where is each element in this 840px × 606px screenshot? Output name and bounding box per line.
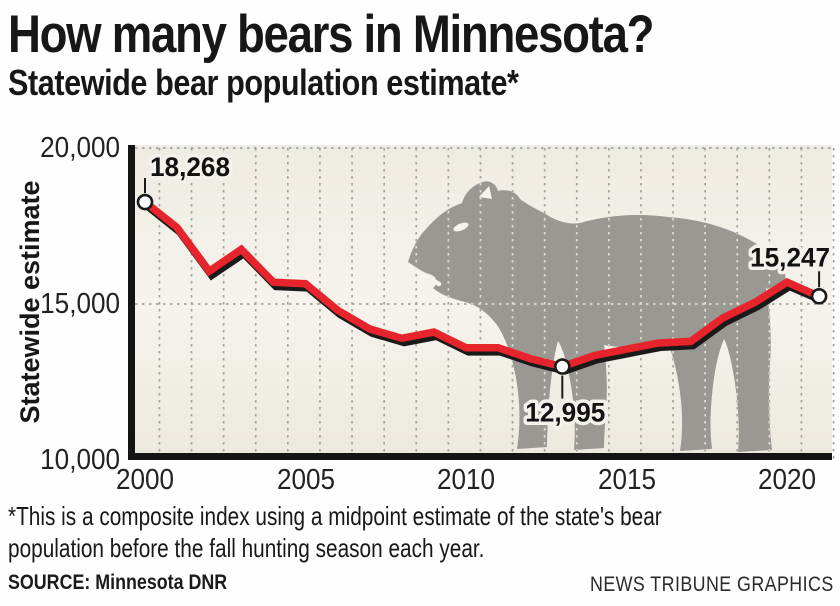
y-tick-label: 20,000 bbox=[40, 132, 120, 164]
x-tick-label: 2010 bbox=[436, 464, 496, 496]
x-axis-line bbox=[128, 453, 832, 460]
y-tick-label: 15,000 bbox=[40, 288, 120, 320]
plot-area: 18,268 12,995 15,247 bbox=[128, 145, 835, 460]
footnote-line-1: *This is a composite index using a midpo… bbox=[8, 501, 662, 531]
footnote-line-2: population before the fall hunting seaso… bbox=[8, 532, 485, 563]
page-title: How many bears in Minnesota? bbox=[8, 5, 654, 64]
line-chart: 18,268 12,995 15,247 bbox=[128, 145, 835, 460]
data-point-marker bbox=[810, 287, 828, 305]
data-value-label: 15,247 bbox=[750, 242, 830, 272]
y-axis-line bbox=[128, 145, 135, 460]
data-point-marker bbox=[136, 193, 154, 211]
source-credit: SOURCE: Minnesota DNR bbox=[8, 571, 228, 594]
graphics-credit: NEWS TRIBUNE GRAPHICS bbox=[590, 573, 834, 596]
bear-silhouette bbox=[408, 181, 786, 452]
footer: SOURCE: Minnesota DNR NEWS TRIBUNE GRAPH… bbox=[0, 571, 840, 599]
x-tick-label: 2015 bbox=[597, 464, 656, 496]
x-tick-label: 2000 bbox=[115, 464, 175, 496]
chart-subtitle: Statewide bear population estimate* bbox=[8, 62, 519, 103]
data-value-label: 12,995 bbox=[525, 398, 605, 428]
x-tick-label: 2020 bbox=[757, 464, 817, 496]
x-tick-label: 2005 bbox=[276, 464, 335, 496]
bear-mouth bbox=[407, 264, 442, 287]
footnote: *This is a composite index using a midpo… bbox=[8, 501, 662, 564]
data-value-label: 18,268 bbox=[150, 152, 230, 182]
bear-eye bbox=[453, 222, 469, 232]
y-tick-label: 10,000 bbox=[40, 444, 120, 476]
data-point-marker bbox=[553, 358, 571, 375]
bear-ear-notch bbox=[479, 186, 492, 199]
series-line bbox=[142, 199, 821, 371]
